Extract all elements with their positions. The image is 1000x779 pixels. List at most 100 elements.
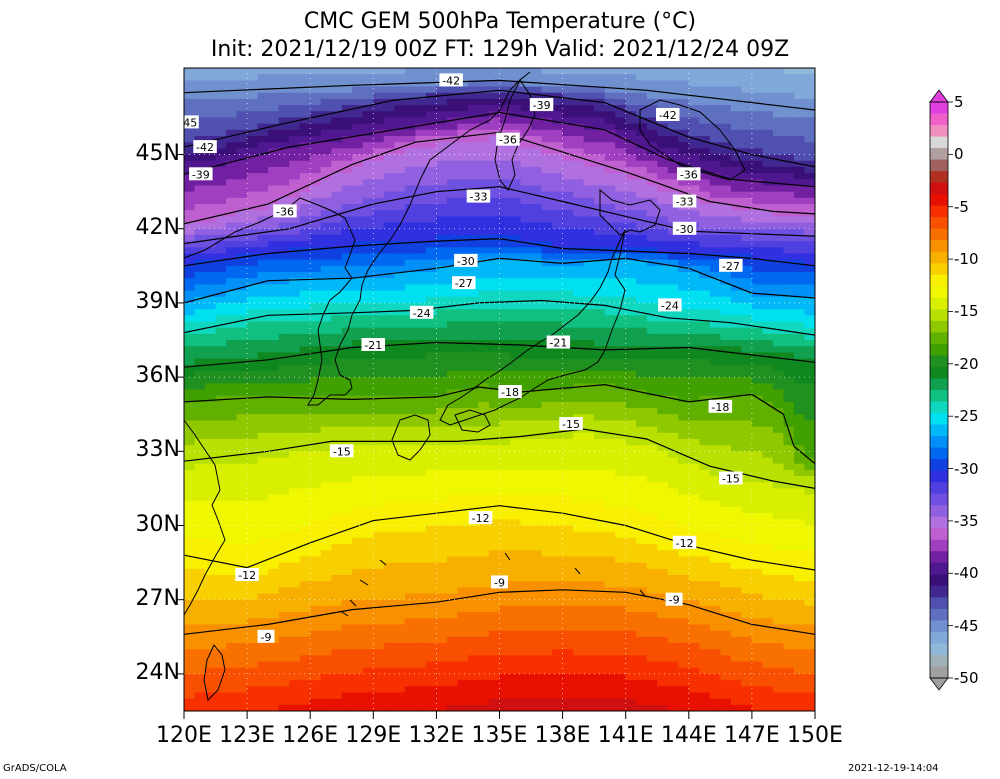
temperature-cell xyxy=(562,574,574,582)
temperature-cell xyxy=(268,408,280,415)
temperature-cell xyxy=(636,346,648,353)
temperature-cell xyxy=(604,142,616,149)
temperature-cell xyxy=(383,346,395,353)
temperature-cell xyxy=(289,86,301,94)
temperature-cell xyxy=(552,513,564,520)
temperature-cell xyxy=(394,445,406,452)
temperature-cell xyxy=(415,655,427,663)
temperature-cell xyxy=(667,506,679,514)
temperature-cell xyxy=(562,500,574,508)
temperature-cell xyxy=(257,667,269,675)
temperature-cell xyxy=(299,98,311,106)
temperature-cell xyxy=(236,414,248,422)
temperature-cell xyxy=(467,537,480,545)
temperature-cell xyxy=(478,278,490,285)
temperature-cell xyxy=(520,574,532,582)
temperature-cell xyxy=(604,618,616,626)
temperature-cell xyxy=(194,488,206,496)
temperature-cell xyxy=(457,247,469,255)
temperature-cell xyxy=(678,649,690,656)
temperature-cell xyxy=(268,265,280,273)
temperature-cell xyxy=(541,698,553,706)
temperature-cell xyxy=(205,568,217,576)
temperature-cell xyxy=(226,506,238,514)
temperature-cell xyxy=(615,488,627,496)
temperature-cell xyxy=(320,513,332,520)
temperature-cell xyxy=(678,519,690,527)
temperature-cell xyxy=(331,284,343,292)
temperature-cell xyxy=(226,352,238,360)
temperature-cell xyxy=(583,241,595,248)
temperature-cell xyxy=(594,531,606,539)
temperature-cell xyxy=(205,302,217,310)
temperature-cell xyxy=(310,636,322,644)
temperature-cell xyxy=(583,259,595,267)
temperature-cell xyxy=(352,574,364,582)
temperature-cell xyxy=(257,265,269,273)
temperature-cell xyxy=(268,142,280,149)
temperature-cell xyxy=(341,587,353,595)
temperature-cell xyxy=(457,673,469,681)
temperature-cell xyxy=(583,624,595,632)
temperature-cell xyxy=(194,655,206,663)
temperature-cell xyxy=(436,173,448,180)
temperature-cell xyxy=(510,173,522,180)
temperature-cell xyxy=(446,364,459,372)
temperature-cell xyxy=(362,358,374,366)
temperature-cell xyxy=(510,234,522,242)
temperature-cell xyxy=(404,451,416,459)
temperature-cell xyxy=(299,593,311,601)
temperature-cell xyxy=(667,327,679,335)
temperature-cell xyxy=(278,420,290,428)
temperature-cell xyxy=(636,284,648,292)
temperature-cell xyxy=(415,92,427,100)
temperature-cell xyxy=(425,612,437,619)
temperature-cell xyxy=(531,599,543,607)
temperature-cell xyxy=(383,457,395,465)
temperature-cell xyxy=(541,352,553,360)
temperature-cell xyxy=(636,92,648,100)
temperature-cell xyxy=(510,568,522,576)
temperature-cell xyxy=(604,80,616,88)
temperature-cell xyxy=(604,296,616,304)
temperature-cell xyxy=(373,550,385,558)
temperature-cell xyxy=(520,438,532,446)
temperature-cell xyxy=(404,408,416,415)
temperature-cell xyxy=(194,519,206,527)
temperature-cell xyxy=(425,160,437,168)
temperature-cell xyxy=(205,352,217,360)
temperature-cell xyxy=(373,173,385,180)
temperature-cell xyxy=(257,556,269,564)
temperature-cell xyxy=(362,624,374,632)
temperature-cell xyxy=(541,204,553,211)
temperature-cell xyxy=(310,630,322,638)
temperature-cell xyxy=(247,321,259,329)
temperature-cell xyxy=(394,537,406,545)
temperature-cell xyxy=(268,556,280,564)
temperature-cell xyxy=(594,432,606,440)
temperature-cell xyxy=(205,111,217,119)
temperature-cell xyxy=(404,241,416,248)
temperature-cell xyxy=(520,154,532,162)
temperature-cell xyxy=(226,284,238,292)
temperature-cell xyxy=(646,469,658,477)
temperature-cell xyxy=(457,605,469,613)
temperature-cell xyxy=(478,148,490,156)
temperature-cell xyxy=(594,129,606,137)
temperature-cell xyxy=(268,259,280,267)
temperature-cell xyxy=(247,179,259,187)
temperature-cell xyxy=(394,469,406,477)
temperature-cell xyxy=(425,296,437,304)
temperature-cell xyxy=(299,568,311,576)
temperature-cell xyxy=(268,414,280,422)
temperature-cell xyxy=(636,618,648,626)
temperature-cell xyxy=(289,222,301,230)
temperature-cell xyxy=(394,197,406,205)
temperature-cell xyxy=(278,531,290,539)
temperature-cell xyxy=(215,568,227,576)
temperature-cell xyxy=(667,210,679,217)
temperature-cell xyxy=(373,352,385,360)
temperature-cell xyxy=(236,642,248,650)
temperature-cell xyxy=(320,587,332,595)
temperature-cell xyxy=(436,599,448,607)
